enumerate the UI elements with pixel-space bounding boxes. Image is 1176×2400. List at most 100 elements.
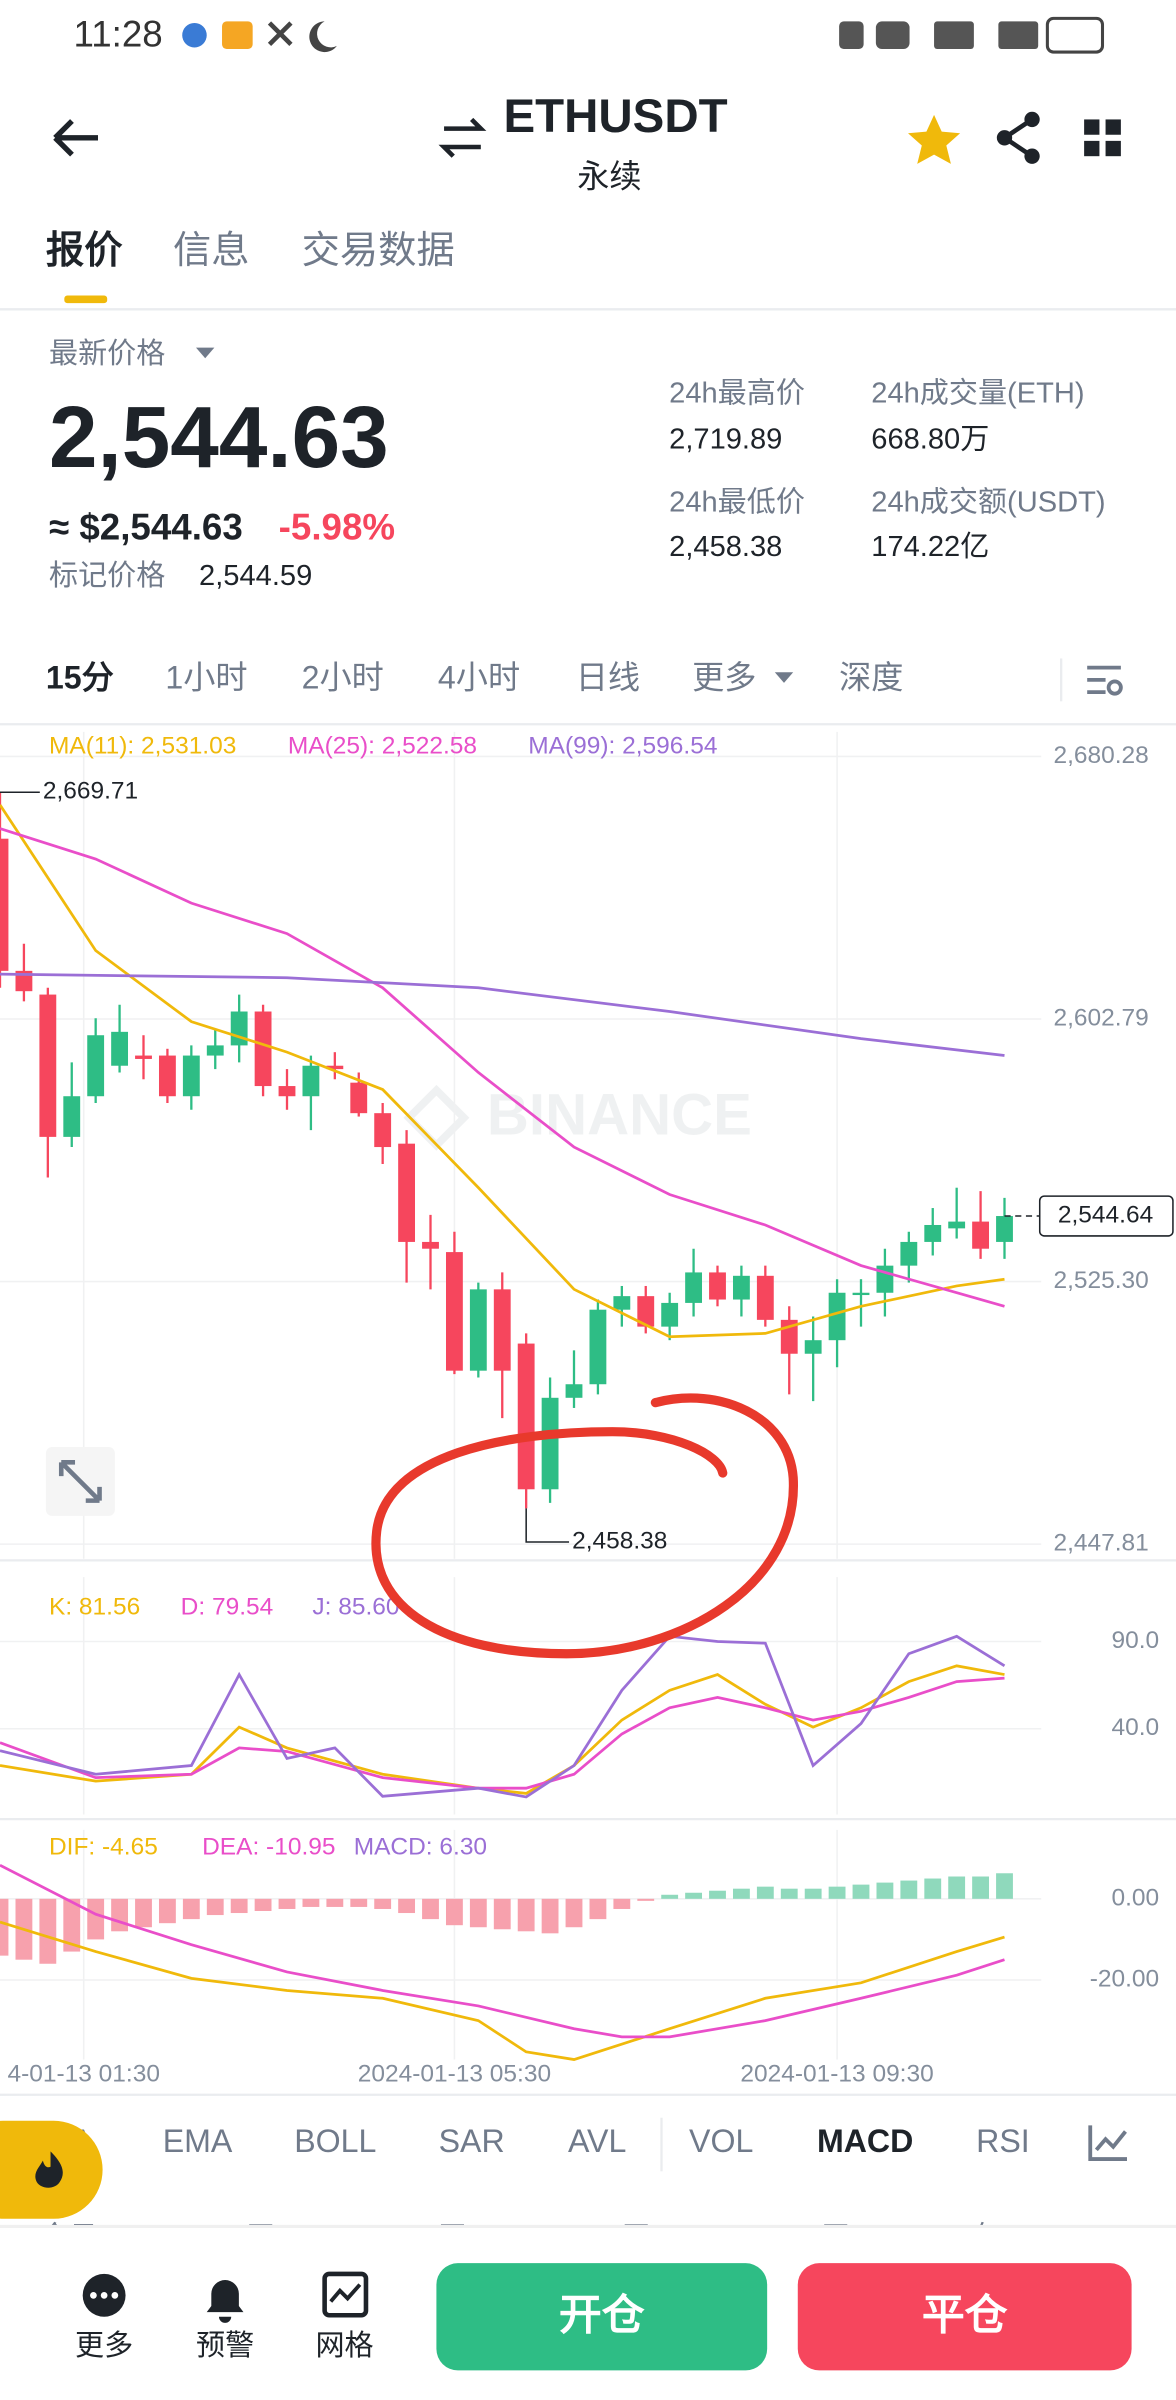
indicator-line [0,804,1005,1339]
histogram-bar [182,1898,200,1920]
candle-body [924,1224,942,1242]
expand-button[interactable] [45,1447,115,1516]
histogram-bar [900,1880,918,1899]
indicator-tab[interactable]: VOL [689,2123,753,2159]
histogram-bar [732,1888,750,1899]
candle-body [565,1384,583,1398]
indicator-line [0,1664,1005,1795]
histogram-bar [278,1898,296,1909]
nav-alert[interactable] [206,2280,244,2323]
stat-label: 24h最高价 [669,377,805,410]
candle-body [0,838,9,971]
legend-label: MA(99): 2,596.54 [528,733,717,760]
candle-body [302,1065,320,1097]
histogram-bar [374,1898,392,1909]
histogram-bar [852,1884,870,1899]
histogram-bar [685,1892,703,1899]
candle-body [828,1292,846,1341]
indicator-tab[interactable]: EMA [163,2123,233,2159]
indicator-tab[interactable]: MACD [817,2123,913,2159]
open-button[interactable] [436,2263,768,2371]
y-tick-label: 90.0 [1111,1627,1159,1654]
header-title[interactable]: ETHUSDT [504,90,728,143]
nav-label[interactable]: 更多 [75,2329,133,2362]
tab-indicator [64,295,108,304]
candle-body [972,1221,990,1249]
clip: RSI [976,2123,1030,2159]
candle-body [350,1082,368,1114]
nav-grid[interactable] [322,2271,369,2318]
candle-body [63,1096,81,1137]
candle-body [852,1292,870,1296]
favorite-star[interactable] [908,114,961,164]
tab[interactable]: 交易数据 [302,229,455,272]
candle-body [445,1252,463,1371]
fire-button[interactable] [0,2120,103,2219]
indicator-line [0,1676,1005,1790]
indicator-tab[interactable]: SAR [439,2123,505,2159]
legend-label: DEA: -10.95 [202,1834,335,1861]
last-price-box [1038,1195,1174,1237]
candle-body [589,1309,607,1385]
histogram-bar [469,1898,487,1928]
annotation-label: 2,669.71 [43,778,138,805]
candle-body [613,1296,631,1310]
interval[interactable]: 2小时 [302,659,384,695]
legend-label: MA(25): 2,522.58 [288,733,477,760]
back-button[interactable] [53,119,99,157]
interval[interactable]: 深度 [839,659,903,695]
histogram-bar [828,1886,846,1899]
grid-icon[interactable] [1084,119,1121,157]
indicator-line [0,1634,1006,1799]
histogram-bar [924,1878,942,1899]
settings-icon[interactable] [1087,665,1123,696]
interval[interactable]: 4小时 [438,659,520,695]
y-tick-label: -20.00 [1090,1965,1159,1992]
stat-label: 24h成交额(USDT) [871,485,1105,518]
histogram-bar [661,1894,679,1899]
candle-body [111,1031,129,1066]
indicator-tab[interactable]: AVL [568,2123,626,2159]
annotation-line [525,1508,570,1543]
legend-label: K: 81.56 [49,1593,140,1620]
indicator-line [0,972,1005,1057]
price-label[interactable]: 最新价格 [49,337,165,370]
interval[interactable]: 1小时 [165,659,247,695]
tab[interactable]: 报价 [46,229,123,272]
close-button[interactable] [797,2263,1132,2371]
share-icon[interactable] [996,111,1040,164]
nav-more[interactable] [82,2273,126,2317]
histogram-bar [39,1898,57,1964]
nav-label[interactable]: 预警 [196,2329,254,2362]
histogram-bar [517,1898,535,1932]
switch-icon[interactable] [438,117,487,158]
histogram-bar [541,1898,559,1934]
histogram-bar [756,1886,774,1899]
interval[interactable]: 15分 [46,659,114,695]
chart-settings-icon[interactable] [1088,2125,1127,2161]
legend-label: MA(11): 2,531.03 [49,733,236,760]
candle-body [637,1296,655,1327]
stat-value: 2,719.89 [669,424,782,456]
nav-label[interactable]: 网格 [315,2329,373,2362]
candle-body [493,1289,511,1371]
candle-body [900,1241,918,1266]
price-change: -5.98% [279,507,395,548]
y-tick-label: 2,602.79 [1053,1004,1148,1031]
indicator-tab[interactable]: BOLL [294,2123,376,2159]
histogram-bar [398,1898,416,1914]
open-button-label[interactable]: 开仓 [559,2292,645,2340]
indicator-tab[interactable]: RSI [976,2123,1030,2159]
histogram-bar [254,1898,272,1912]
candle-body [182,1055,200,1097]
interval[interactable]: 更多 [692,659,756,695]
candle-body [756,1275,774,1320]
histogram-bar [445,1898,463,1926]
close-button-label[interactable]: 平仓 [922,2292,1008,2340]
candle-body [541,1397,559,1490]
candle-body [469,1289,487,1371]
tab[interactable]: 信息 [173,229,250,272]
interval[interactable]: 日线 [576,659,640,695]
